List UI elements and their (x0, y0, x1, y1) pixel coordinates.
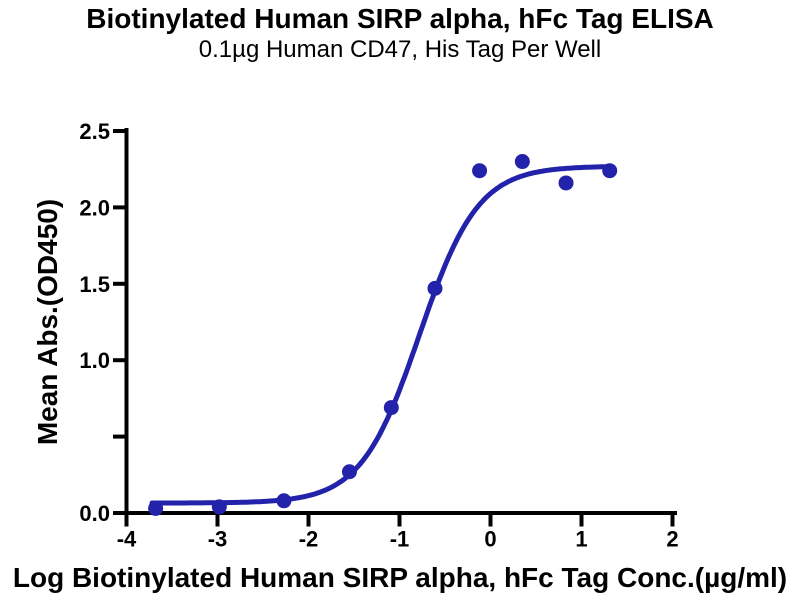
data-point (383, 400, 399, 416)
data-point (341, 464, 357, 480)
y-tick-label: 2.5 (79, 119, 110, 144)
data-point (514, 154, 530, 170)
data-point (276, 493, 292, 509)
data-point (602, 163, 618, 179)
x-tick-label: -3 (208, 527, 228, 552)
data-point (472, 163, 488, 179)
chart-title: Biotinylated Human SIRP alpha, hFc Tag E… (86, 3, 714, 34)
fit-curve (149, 164, 612, 506)
data-point (211, 499, 227, 515)
x-tick-label: -2 (299, 527, 319, 552)
chart-subtitle: 0.1µg Human CD47, His Tag Per Well (198, 36, 602, 63)
y-tick-label: 2.0 (79, 195, 110, 220)
data-point (148, 500, 164, 516)
x-tick-label: -1 (390, 527, 410, 552)
y-tick-label: 0.0 (79, 501, 110, 526)
x-tick-label: 0 (484, 527, 496, 552)
y-tick-label: 1.5 (79, 272, 110, 297)
data-point (558, 175, 574, 191)
x-tick-label: 2 (666, 527, 678, 552)
x-tick-label: -4 (117, 527, 137, 552)
x-tick-label: 1 (575, 527, 587, 552)
y-tick-label: 1.0 (79, 348, 110, 373)
data-point (427, 280, 443, 296)
x-axis-title: Log Biotinylated Human SIRP alpha, hFc T… (12, 562, 788, 593)
